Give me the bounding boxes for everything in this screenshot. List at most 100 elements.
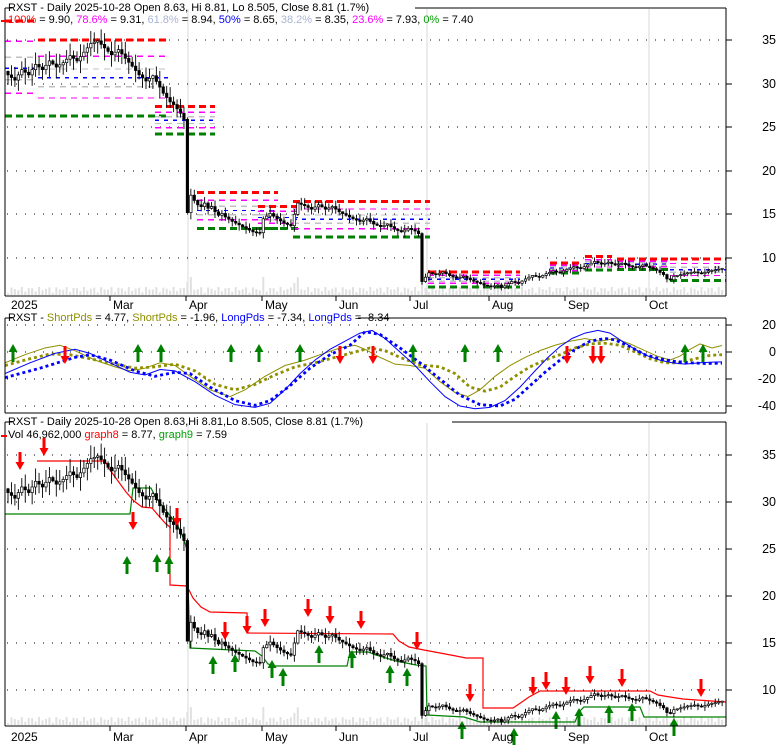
- y-axis-label: 20: [762, 164, 776, 178]
- price-panel-fibonacci[interactable]: 35 30 25 20 15 10 2025 Mar Apr May Jun Jul Aug Sep Oct: [1, 7, 776, 312]
- oscillator-LongPds-thin: [5, 329, 723, 410]
- oscillator-curves: [5, 329, 723, 410]
- volume-value-run: graph8: [84, 429, 119, 441]
- y-axis-label: 10: [762, 683, 776, 697]
- x-axis-month-label: Mar: [113, 730, 134, 744]
- fib-value-run: 100%: [8, 14, 37, 26]
- y-axis-label: 30: [762, 495, 776, 509]
- volume-value-run: = 7.59: [193, 429, 228, 441]
- oscillator-value-run: LongPds: [221, 312, 265, 324]
- volume-value-run: Vol 46,962,000: [8, 429, 85, 441]
- y-axis-label: -40: [758, 399, 776, 413]
- trailing-stop-lines: [5, 460, 726, 723]
- fib-value-run: 50%: [218, 14, 241, 26]
- price-gridlines: [7, 39, 726, 259]
- oscillator-ShortPds-thick: [5, 341, 723, 393]
- x-axis-month-label: Jun: [339, 730, 358, 744]
- price-panel-trailing-stops[interactable]: 35 30 25 20 15 10 2025 Mar Apr May Jun Jul Aug Sep Oct: [1, 421, 776, 745]
- oscillator-value-run: = -7.34,: [264, 312, 309, 324]
- volume-value-run: graph9: [158, 429, 194, 441]
- fib-value-run: 78.6%: [76, 14, 108, 26]
- oscillator-ShortPds-thin: [5, 337, 723, 398]
- oscillator-value-run: = -1.96,: [177, 312, 222, 324]
- y-axis-label: 10: [762, 251, 776, 265]
- oscillator-LongPds-thick: [5, 330, 723, 408]
- x-axis-month-label: 2025: [11, 730, 38, 744]
- y-axis-label: 25: [762, 542, 776, 556]
- panel1-fib-legend: 100% = 9.90, 78.6% = 9.31, 61.8% = 8.94,…: [8, 14, 473, 26]
- y-axis-label: -20: [758, 372, 776, 386]
- volume-bars-mini: [7, 277, 724, 295]
- fib-value-run: 61.8%: [147, 14, 179, 26]
- volume-value-run: = 8.77,: [118, 429, 159, 441]
- x-axis-month-label: Mar: [113, 298, 134, 312]
- symbol-title-run: RXST - Daily 2025-10-28 Open 8.63,Hi 8.8…: [8, 416, 364, 428]
- fib-value-run: = 9.31,: [107, 14, 148, 26]
- oscillator-value-run: ShortPds: [46, 312, 93, 324]
- oscillator-value-run: RXST -: [8, 312, 47, 324]
- oscillator-panel[interactable]: 20 0 -20 -40: [4, 317, 776, 414]
- x-axis-month-label: Apr: [189, 730, 208, 744]
- fib-value-run: 0%: [423, 14, 440, 26]
- y-axis-label: 35: [762, 33, 776, 47]
- x-axis-month-label: Sep: [568, 730, 590, 744]
- panel-frame: 20 0 -20 -40: [4, 317, 776, 414]
- oscillator-value-run: LongPds: [308, 312, 352, 324]
- x-axis-month-label: Sep: [568, 298, 590, 312]
- fib-value-run: = 7.93,: [383, 14, 424, 26]
- y-axis-label: 25: [762, 120, 776, 134]
- fibonacci-zones: [5, 19, 726, 289]
- panel3-header-line1: RXST - Daily 2025-10-28 Open 8.63,Hi 8.8…: [8, 416, 363, 428]
- trailing-stop-green: [5, 487, 726, 723]
- fib-value-run: = 8.35,: [312, 14, 353, 26]
- x-axis-month-label: Oct: [649, 730, 668, 744]
- oscillator-value-run: = 4.77,: [92, 312, 133, 324]
- signal-arrows: [15, 438, 706, 745]
- y-axis-label: 15: [762, 636, 776, 650]
- volume-bars-mini: [7, 707, 724, 725]
- panel2-header-line1: RXST - ShortPds = 4.77, ShortPds = -1.96…: [8, 312, 389, 324]
- x-axis-month-label: Oct: [649, 298, 668, 312]
- x-axis-month-label: Jul: [413, 298, 428, 312]
- panel-frame: 35 30 25 20 15 10: [4, 7, 776, 297]
- x-axis-month-label: Aug: [492, 298, 513, 312]
- oscillator-value-run: ShortPds: [132, 312, 178, 324]
- symbol-title-run: RXST - Daily 2025-10-28 Open 8.63, Hi 8.…: [8, 2, 370, 14]
- x-axis-month-label: Apr: [189, 298, 208, 312]
- price-gridlines: [7, 454, 726, 691]
- oscillator-signal-arrows: [8, 344, 708, 364]
- y-axis-label: 20: [762, 589, 776, 603]
- x-axis-month-label: 2025: [11, 298, 38, 312]
- fib-value-run: 38.2%: [280, 14, 313, 26]
- y-axis-label: 0: [769, 345, 776, 359]
- x-axis-month-label: May: [265, 298, 288, 312]
- x-axis-month-label: Aug: [492, 730, 513, 744]
- fib-value-run: = 9.90,: [36, 14, 77, 26]
- month-axis: 2025 Mar Apr May Jun Jul Aug Sep Oct: [11, 726, 668, 744]
- x-axis-month-label: Jul: [413, 730, 428, 744]
- x-axis-month-label: May: [265, 730, 288, 744]
- fib-series-marker: [1, 20, 7, 22]
- y-axis-label: 20: [762, 318, 776, 332]
- fib-value-run: = 8.94,: [178, 14, 219, 26]
- fib-value-run: = 8.65,: [240, 14, 281, 26]
- x-axis-month-label: Jun: [339, 298, 358, 312]
- candlestick-series: [6, 443, 724, 725]
- y-axis-label: 30: [762, 77, 776, 91]
- y-axis-label: 35: [762, 448, 776, 462]
- panel-frame: 35 30 25 20 15 10: [4, 421, 776, 727]
- candlestick-series: [6, 29, 724, 291]
- oscillator-value-run: = -8.34: [351, 312, 390, 324]
- panel3-volume-legend: Vol 46,962,000 graph8 = 8.77, graph9 = 7…: [8, 429, 227, 441]
- fib-value-run: = 7.40: [439, 14, 474, 26]
- panel1-header-line1: RXST - Daily 2025-10-28 Open 8.63, Hi 8.…: [8, 2, 369, 14]
- quarter-gridlines: [187, 423, 650, 725]
- trailing-stop-red: [37, 460, 726, 709]
- month-axis: 2025 Mar Apr May Jun Jul Aug Sep Oct: [11, 296, 668, 312]
- fib-value-run: 23.6%: [352, 14, 384, 26]
- quarter-gridlines: [187, 9, 650, 295]
- volume-series-marker: [1, 435, 7, 437]
- y-axis-label: 15: [762, 207, 776, 221]
